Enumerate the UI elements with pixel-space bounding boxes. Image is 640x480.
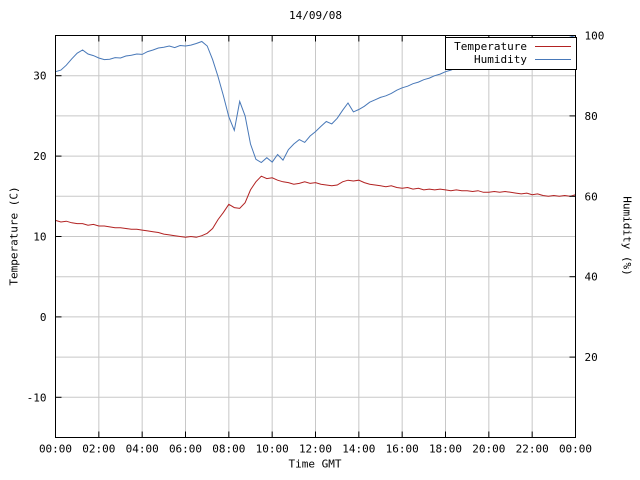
x-tick-label: 22:00: [516, 443, 549, 456]
legend-label-temperature: Temperature: [454, 40, 527, 53]
x-tick-label: 08:00: [212, 443, 245, 456]
temperature-line-sample-icon: [535, 46, 571, 47]
y2-axis-label: Humidity (%): [620, 196, 634, 276]
y2-tick-label: 60: [585, 190, 598, 203]
legend-item-humidity: Humidity: [454, 53, 571, 66]
y-tick-label: 0: [40, 311, 47, 324]
y-axis-label: Temperature (C): [7, 186, 21, 286]
x-tick-label: 16:00: [386, 443, 419, 456]
x-tick-label: 00:00: [559, 443, 592, 456]
x-tick-label: 12:00: [299, 443, 332, 456]
x-tick-label: 06:00: [169, 443, 202, 456]
y2-tick-label: 20: [585, 351, 598, 364]
y-tick-label: -10: [27, 391, 47, 404]
legend-item-temperature: Temperature: [454, 40, 571, 53]
x-axis-label: Time GMT: [288, 457, 342, 471]
x-tick-label: 20:00: [472, 443, 505, 456]
x-tick-label: 02:00: [82, 443, 115, 456]
temperature-line: [55, 175, 576, 238]
legend: Temperature Humidity: [445, 37, 577, 70]
y2-tick-label: 80: [585, 110, 598, 123]
x-tick-label: 18:00: [429, 443, 462, 456]
x-tick-label: 04:00: [126, 443, 159, 456]
chart-title: 14/09/08: [289, 9, 342, 22]
y2-tick-label: 40: [585, 271, 598, 284]
y2-tick-label: 100: [585, 30, 605, 43]
humidity-line-sample-icon: [535, 59, 571, 60]
x-tick-label: 14:00: [342, 443, 375, 456]
x-tick-label: 00:00: [39, 443, 72, 456]
x-tick-label: 10:00: [256, 443, 289, 456]
y-tick-label: 20: [33, 150, 46, 163]
legend-label-humidity: Humidity: [474, 53, 527, 66]
y-tick-label: 30: [33, 70, 46, 83]
y-tick-label: 10: [33, 231, 46, 244]
